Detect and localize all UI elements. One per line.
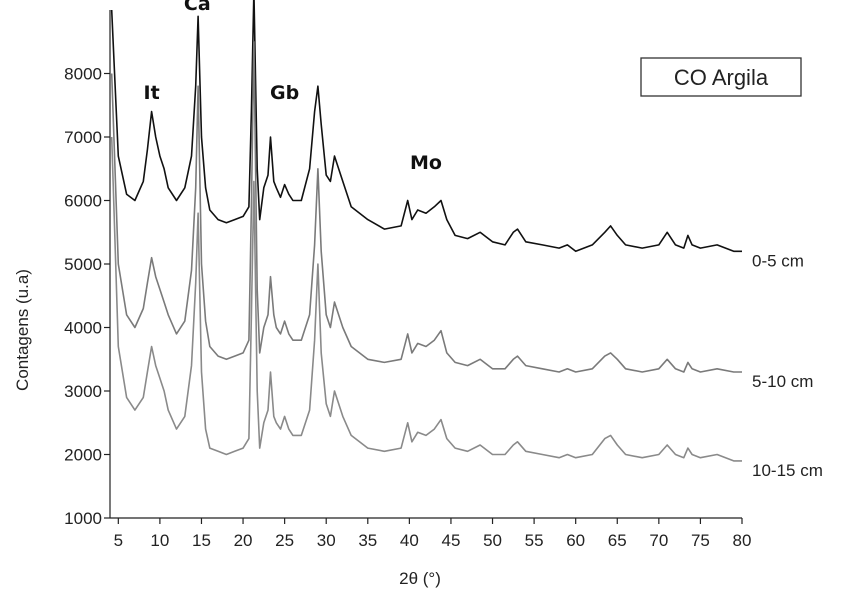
series-line-1 <box>110 0 742 253</box>
series-label-3: 10-15 cm <box>752 461 823 480</box>
peak-label: Ca <box>184 0 211 15</box>
x-ticks: 5 10 15 20 25 30 35 40 45 50 55 60 65 70 75 80 <box>114 518 752 550</box>
legend-box-label: CO Argila <box>674 65 769 90</box>
x-tick-label: 50 <box>483 531 502 550</box>
series-line-2 <box>110 41 742 373</box>
x-tick-label: 55 <box>525 531 544 550</box>
x-axis-title: 2θ (°) <box>399 569 441 588</box>
y-tick-label: 3000 <box>64 382 102 401</box>
peak-label: Mo <box>410 152 442 174</box>
x-tick-label: 30 <box>317 531 336 550</box>
y-tick-label: 6000 <box>64 192 102 211</box>
y-axis-title: Contagens (u.a) <box>13 269 32 391</box>
peak-label: It <box>144 82 160 104</box>
x-tick-label: 15 <box>192 531 211 550</box>
x-tick-label: 5 <box>114 531 123 550</box>
x-tick-label: 40 <box>400 531 419 550</box>
series-labels: 0-5 cm 5-10 cm 10-15 cm <box>752 251 823 480</box>
x-tick-label: 60 <box>566 531 585 550</box>
y-tick-label: 8000 <box>64 65 102 84</box>
x-tick-label: 80 <box>733 531 752 550</box>
y-ticks: 1000 2000 3000 4000 5000 6000 7000 8000 <box>64 65 110 528</box>
peak-label: Gb <box>270 82 299 104</box>
x-tick-label: 25 <box>275 531 294 550</box>
y-tick-label: 4000 <box>64 319 102 338</box>
x-tick-label: 45 <box>441 531 460 550</box>
x-tick-label: 35 <box>358 531 377 550</box>
series-label-1: 0-5 cm <box>752 251 804 270</box>
y-tick-label: 2000 <box>64 446 102 465</box>
series-label-2: 5-10 cm <box>752 372 813 391</box>
x-tick-label: 65 <box>608 531 627 550</box>
series-group <box>110 0 742 462</box>
peak-labels: ItCaQzGbMo <box>144 0 442 174</box>
y-tick-label: 5000 <box>64 255 102 274</box>
legend-box: CO Argila <box>640 57 802 97</box>
y-tick-label: 7000 <box>64 128 102 147</box>
x-tick-label: 20 <box>234 531 253 550</box>
y-tick-label: 1000 <box>64 509 102 528</box>
x-tick-label: 10 <box>150 531 169 550</box>
x-tick-label: 75 <box>691 531 710 550</box>
legend-box-frame <box>640 57 802 97</box>
x-tick-label: 70 <box>649 531 668 550</box>
series-line-3 <box>110 136 742 462</box>
